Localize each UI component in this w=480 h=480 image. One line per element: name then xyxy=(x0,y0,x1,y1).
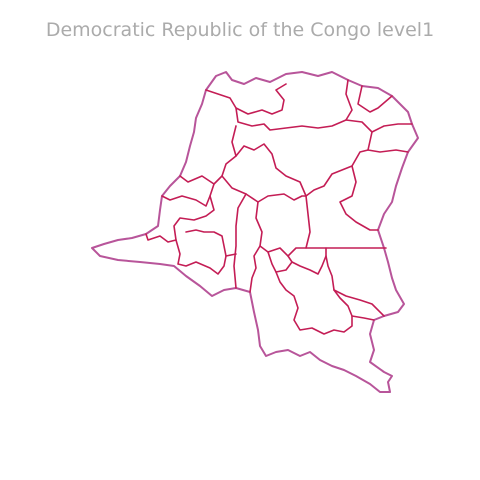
country-outline xyxy=(91,71,419,393)
province-border xyxy=(235,143,369,197)
province-border xyxy=(225,253,237,257)
province-border xyxy=(351,315,375,321)
province-border xyxy=(221,175,307,203)
province-border xyxy=(205,83,287,115)
province-border xyxy=(333,289,385,317)
province-border xyxy=(179,175,215,185)
province-border xyxy=(275,247,353,335)
province-border xyxy=(267,251,293,273)
province-border xyxy=(367,131,409,153)
province-border xyxy=(339,165,379,231)
province-border xyxy=(249,245,261,293)
province-border xyxy=(357,85,393,113)
province-border xyxy=(305,195,387,249)
province-border xyxy=(161,125,237,207)
province-borders xyxy=(145,79,413,335)
province-border xyxy=(145,195,215,243)
province-border xyxy=(255,201,307,257)
map-title: Democratic Republic of the Congo level1 xyxy=(45,19,435,41)
province-border xyxy=(235,79,353,131)
province-border xyxy=(175,229,227,275)
province-border xyxy=(345,119,413,133)
province-border xyxy=(233,193,247,289)
province-border xyxy=(291,255,327,275)
